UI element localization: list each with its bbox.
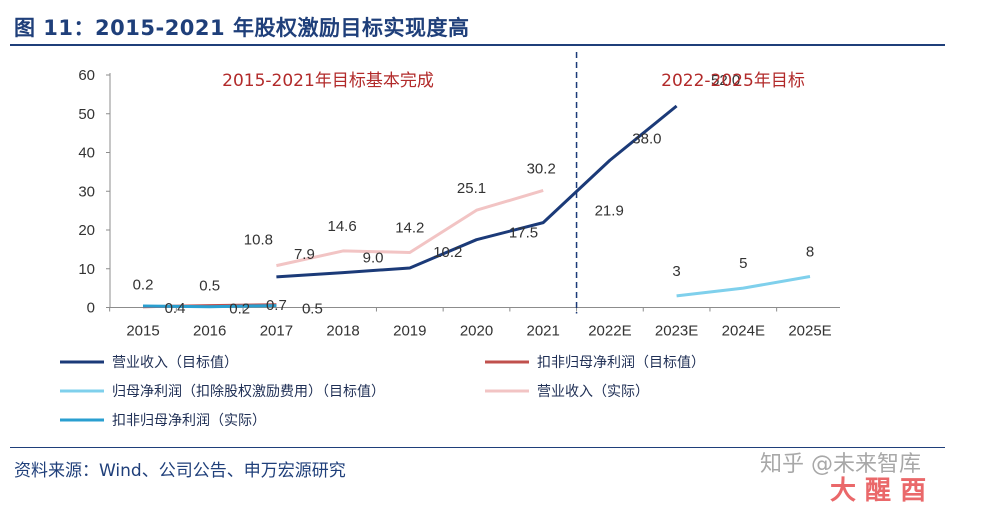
x-tick-label: 2017 <box>260 323 293 340</box>
left-region-annotation: 2015-2021年目标基本完成 <box>222 71 434 91</box>
legend-label: 扣非归母净利润（实际） <box>112 412 266 429</box>
x-tick-label: 2020 <box>460 323 493 340</box>
x-tick-label: 2016 <box>193 323 226 340</box>
data-label: 0.5 <box>199 278 220 295</box>
series-line <box>276 189 544 268</box>
x-tick-label: 2024E <box>722 323 765 340</box>
data-label: 14.6 <box>327 218 356 235</box>
chart-lines <box>142 104 811 309</box>
y-tick-label: 0 <box>87 300 95 317</box>
data-label: 0.5 <box>302 301 323 318</box>
y-tick-label: 60 <box>78 67 95 84</box>
watermark-logo: 大 醒 酉 <box>830 476 927 506</box>
data-label: 14.2 <box>395 219 424 236</box>
data-label: 52.0 <box>711 72 740 89</box>
data-label: 9.0 <box>363 250 384 267</box>
x-tick-label: 2021 <box>527 323 560 340</box>
data-label: 38.0 <box>632 130 661 147</box>
legend-label: 营业收入（实际） <box>537 384 649 400</box>
legend-label: 营业收入（目标值） <box>112 355 238 371</box>
data-label: 3 <box>672 263 680 280</box>
data-label: 21.9 <box>595 203 624 220</box>
chart-data-labels: 7.9 9.0 10.2 17.5 21.9 38.0 52.0 0.2 0.5 0.7 3 5 8 10… <box>133 72 815 318</box>
figure-title: 图 11：2015-2021 年股权激励目标实现度高 <box>14 16 470 40</box>
data-label: 0.2 <box>133 277 154 294</box>
data-label: 0.7 <box>266 297 287 314</box>
series-line <box>142 304 277 309</box>
y-tick-label: 50 <box>78 106 95 123</box>
y-tick-label: 20 <box>78 222 95 239</box>
data-label: 7.9 <box>294 246 315 263</box>
data-label: 10.2 <box>433 244 462 261</box>
source-note: 资料来源：Wind、公司公告、申万宏源研究 <box>14 461 346 481</box>
data-label: 0.4 <box>165 300 186 317</box>
data-label: 25.1 <box>457 180 486 197</box>
legend-label: 扣非归母净利润（目标值） <box>537 354 705 371</box>
data-label: 17.5 <box>509 225 538 242</box>
y-tick-label: 40 <box>78 145 95 162</box>
x-tick-label: 2023E <box>655 323 698 340</box>
legend-label: 归母净利润（扣除股权激励费用）（目标值） <box>112 383 385 400</box>
chart-legend: 营业收入（目标值） 扣非归母净利润（目标值） 归母净利润（扣除股权激励费用）（目标值… <box>60 354 705 429</box>
right-region-annotation: 2022-2025年目标 <box>661 71 805 91</box>
data-label: 5 <box>739 255 747 272</box>
series-line <box>276 104 678 279</box>
data-label: 10.8 <box>244 232 273 249</box>
y-tick-label: 10 <box>78 261 95 278</box>
x-tick-label: 2018 <box>326 323 359 340</box>
footer-rule <box>10 447 945 448</box>
series-line <box>676 275 811 298</box>
data-label: 30.2 <box>527 160 556 177</box>
x-tick-label: 2015 <box>126 323 159 340</box>
title-rule <box>10 44 945 46</box>
data-label: 8 <box>806 244 814 261</box>
data-label: 0.2 <box>229 301 250 318</box>
x-tick-label: 2025E <box>788 323 831 340</box>
x-tick-label: 2022E <box>588 323 631 340</box>
watermark-text: 知乎 @未来智库 <box>760 452 921 477</box>
x-tick-label: 2019 <box>393 323 426 340</box>
y-tick-label: 30 <box>78 183 95 200</box>
